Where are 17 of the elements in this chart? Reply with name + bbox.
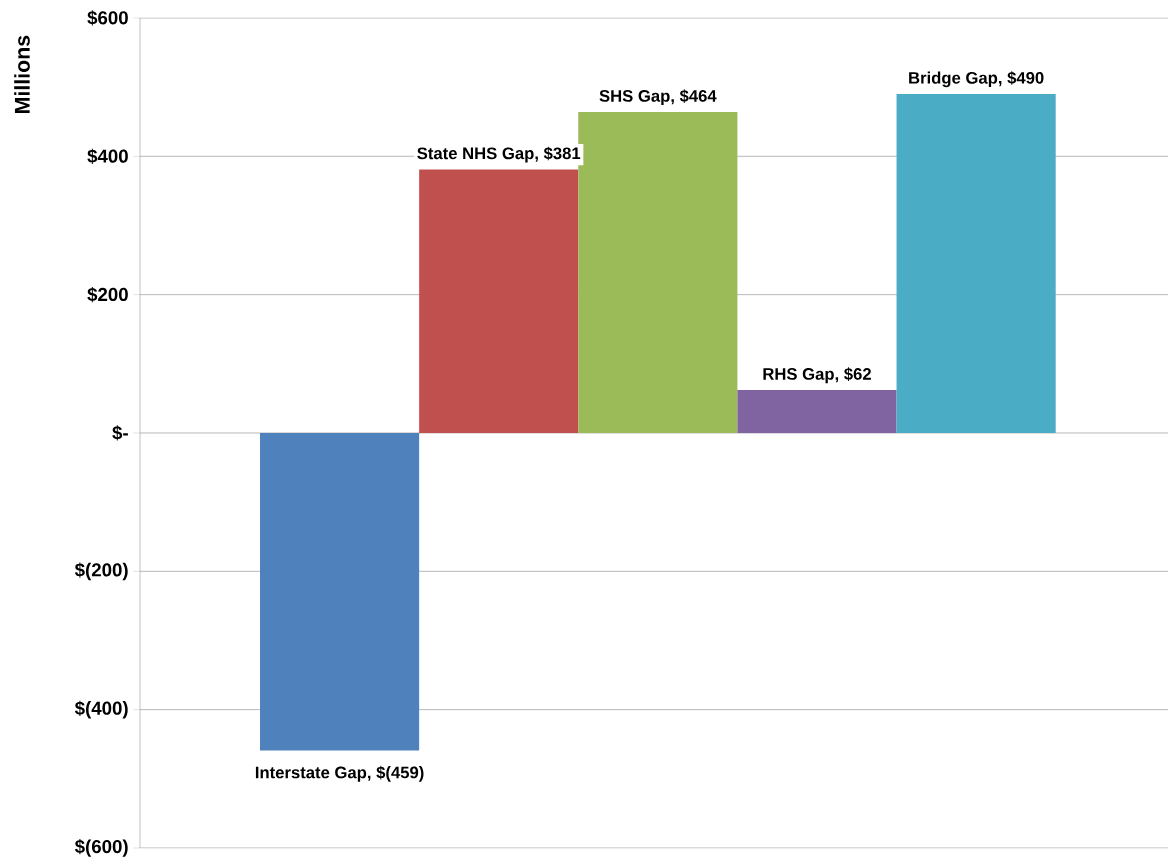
data-label: State NHS Gap, $381	[417, 146, 581, 163]
y-axis-title: Millions	[14, 35, 30, 113]
y-tick-label: $600	[87, 10, 128, 26]
data-label: Interstate Gap, $(459)	[255, 765, 424, 782]
y-tick-label: $400	[87, 148, 128, 164]
y-tick-label: $-	[112, 425, 128, 441]
y-tick-label: $(400)	[74, 700, 128, 719]
data-label: SHS Gap, $464	[599, 89, 717, 106]
y-tick-label: $200	[87, 287, 128, 303]
bar	[419, 169, 579, 433]
y-tick-label: $(200)	[74, 562, 128, 581]
bar	[896, 94, 1056, 433]
bar	[737, 390, 897, 433]
bar	[260, 432, 420, 751]
y-tick-label: $(600)	[74, 839, 128, 857]
data-label: RHS Gap, $62	[763, 367, 871, 384]
data-label: Bridge Gap, $490	[909, 71, 1044, 88]
